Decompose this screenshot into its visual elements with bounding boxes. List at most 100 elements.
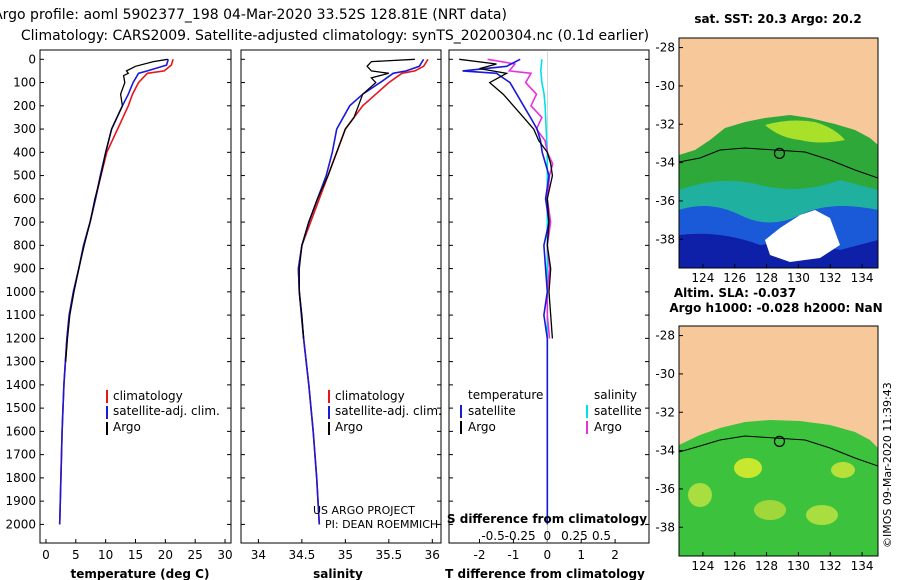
map-y-tick-label: -30 bbox=[655, 367, 675, 381]
map-y-tick-label: -36 bbox=[655, 482, 675, 496]
map-y-tick-label: -36 bbox=[655, 194, 675, 208]
map-x-tick-label: 134 bbox=[851, 271, 874, 285]
x-tick-label: 30 bbox=[217, 548, 232, 562]
sla-high-5 bbox=[806, 505, 838, 525]
s-argo-line bbox=[487, 58, 554, 339]
legend-label-satellite: satellite-adj. clim. bbox=[113, 404, 220, 418]
x-tick-label: 15 bbox=[128, 548, 143, 562]
map-x-tick-label: 132 bbox=[819, 271, 842, 285]
map-y-tick-label: -32 bbox=[655, 405, 675, 419]
depth-tick-label: 1700 bbox=[5, 448, 36, 462]
difference-panel-frame bbox=[448, 49, 650, 544]
figure-title-line1: Argo profile: aoml 5902377_198 04-Mar-20… bbox=[0, 7, 507, 23]
depth-tick-label: 600 bbox=[13, 192, 36, 206]
depth-tick-label: 1300 bbox=[5, 355, 36, 369]
salinity-lines bbox=[297, 58, 429, 525]
map-x-tick-label: 134 bbox=[851, 559, 874, 573]
depth-tick-label: 900 bbox=[13, 262, 36, 276]
sla-map bbox=[679, 326, 878, 556]
sst-map-ticks: 124 126 128 130 132 134 -28 -30 -32 -34 -36 -38 bbox=[655, 41, 873, 285]
s-tick-label: -0.5 bbox=[481, 529, 504, 543]
sla-high-1 bbox=[734, 458, 762, 478]
credit-line1: US ARGO PROJECT bbox=[313, 504, 415, 517]
salinity-panel-frame bbox=[240, 49, 442, 544]
difference-legend: temperature satellite Argo salinity sate… bbox=[460, 388, 642, 434]
temperature-panel-frame bbox=[39, 49, 232, 544]
argo-line bbox=[298, 58, 415, 339]
s-tick-label: 0.5 bbox=[592, 529, 611, 543]
depth-tick-label: 400 bbox=[13, 145, 36, 159]
depth-tick-label: 100 bbox=[13, 76, 36, 90]
sst-map-title: sat. SST: 20.3 Argo: 20.2 bbox=[694, 12, 861, 26]
legend-label-argo: Argo bbox=[113, 420, 141, 434]
depth-tick-label: 0 bbox=[28, 52, 36, 66]
legend-label-climatology: climatology bbox=[335, 389, 405, 403]
legend-label-s-argo: Argo bbox=[594, 420, 622, 434]
s-difference-label: S difference from climatology bbox=[447, 512, 647, 526]
map-x-tick-label: 128 bbox=[755, 559, 778, 573]
s-tick-label: 0 bbox=[543, 529, 551, 543]
legend-label-climatology: climatology bbox=[113, 389, 183, 403]
sst-warm-patch bbox=[765, 120, 845, 143]
x-tick-label: 10 bbox=[98, 548, 113, 562]
legend-title-salinity: salinity bbox=[594, 388, 637, 402]
map-y-tick-label: -38 bbox=[655, 520, 675, 534]
legend-label-argo: Argo bbox=[335, 420, 363, 434]
t-argo-line bbox=[459, 58, 554, 339]
depth-tick-label: 1200 bbox=[5, 331, 36, 345]
temperature-lines bbox=[58, 58, 174, 525]
sla-high-3 bbox=[688, 483, 712, 507]
x-tick-label: 5 bbox=[72, 548, 80, 562]
salinity-legend: climatology satellite-adj. clim. Argo bbox=[328, 389, 442, 435]
argo-line bbox=[65, 58, 168, 362]
map-y-tick-label: -30 bbox=[655, 79, 675, 93]
x-tick-label: 0 bbox=[543, 548, 551, 562]
map-x-tick-label: 126 bbox=[723, 271, 746, 285]
x-tick-label: 2 bbox=[611, 548, 619, 562]
credit-line2: PI: DEAN ROEMMICH bbox=[325, 518, 438, 531]
map-x-tick-label: 124 bbox=[691, 559, 714, 573]
difference-lines bbox=[459, 50, 554, 543]
x-tick-label: 34 bbox=[251, 548, 266, 562]
map-y-tick-label: -32 bbox=[655, 117, 675, 131]
legend-title-temperature: temperature bbox=[468, 388, 543, 402]
sla-high-4 bbox=[754, 500, 786, 520]
depth-tick-label: 1000 bbox=[5, 285, 36, 299]
salinity-x-ticks: 34 34.5 35 35.5 36 bbox=[251, 539, 440, 562]
temperature-xlabel: temperature (deg C) bbox=[71, 567, 210, 580]
s-tick-label: -0.25 bbox=[505, 529, 536, 543]
map-x-tick-label: 124 bbox=[691, 271, 714, 285]
legend-label-s-satellite: satellite bbox=[594, 404, 642, 418]
depth-tick-label: 1900 bbox=[5, 494, 36, 508]
depth-tick-label: 1500 bbox=[5, 401, 36, 415]
salinity-xlabel: salinity bbox=[313, 567, 363, 580]
map-y-tick-label: -38 bbox=[655, 232, 675, 246]
watermark: ©IMOS 09-Mar-2020 11:39:43 bbox=[881, 382, 894, 548]
satellite-adj-line bbox=[297, 58, 425, 525]
legend-label-t-argo: Argo bbox=[468, 420, 496, 434]
argo-position-marker bbox=[773, 147, 786, 159]
map-x-tick-label: 132 bbox=[819, 559, 842, 573]
sla-title-line1: Altim. SLA: -0.037 bbox=[674, 286, 796, 300]
argo-position-marker bbox=[773, 435, 786, 447]
x-tick-label: 36 bbox=[425, 548, 440, 562]
sst-no-data-patch bbox=[765, 210, 840, 262]
sst-map-frame bbox=[678, 37, 879, 269]
depth-tick-label: 1100 bbox=[5, 308, 36, 322]
map-y-tick-label: -28 bbox=[655, 41, 675, 55]
map-x-tick-label: 126 bbox=[723, 559, 746, 573]
s-difference-ticks: -0.5 -0.25 0 0.25 0.5 bbox=[481, 529, 611, 543]
x-tick-label: 20 bbox=[158, 548, 173, 562]
map-y-tick-label: -28 bbox=[655, 329, 675, 343]
t-satellite-line bbox=[462, 58, 550, 525]
sla-map-frame bbox=[678, 325, 879, 557]
x-tick-label: -2 bbox=[474, 548, 486, 562]
depth-tick-label: 300 bbox=[13, 122, 36, 136]
depth-tick-label: 2000 bbox=[5, 517, 36, 531]
legend-label-t-satellite: satellite bbox=[468, 404, 516, 418]
temperature-x-ticks: 0 5 10 15 20 25 30 bbox=[42, 539, 233, 562]
legend-label-satellite: satellite-adj. clim. bbox=[335, 404, 442, 418]
satellite-adj-line bbox=[58, 59, 170, 525]
x-tick-label: 35 bbox=[338, 548, 353, 562]
x-tick-label: 0 bbox=[42, 548, 50, 562]
